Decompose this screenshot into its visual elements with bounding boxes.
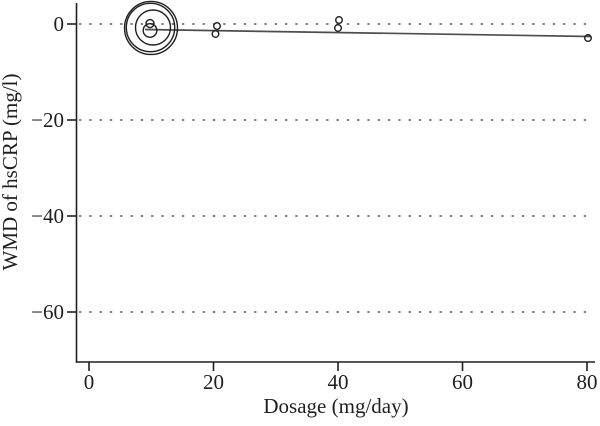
y-tick-label--40: −40 bbox=[31, 204, 64, 228]
study-bubble-3 bbox=[134, 9, 172, 46]
y-tick-label--20: −20 bbox=[31, 108, 64, 132]
study-bubble-10 bbox=[583, 34, 592, 43]
study-bubble-2 bbox=[125, 2, 176, 53]
study-bubble-4 bbox=[142, 22, 158, 38]
gridlines-group bbox=[79, 23, 594, 313]
study-bubble-1 bbox=[123, 0, 179, 56]
series-group bbox=[123, 0, 592, 56]
regression-line bbox=[145, 28, 591, 38]
x-tick-label-0: 0 bbox=[84, 370, 95, 394]
x-tick-label-60: 60 bbox=[452, 370, 473, 394]
x-tick-label-40: 40 bbox=[328, 370, 349, 394]
study-bubble-6 bbox=[212, 22, 221, 31]
x-axis-title: Dosage (mg/day) bbox=[263, 394, 408, 418]
y-tick-label-0: 0 bbox=[54, 12, 65, 36]
study-bubble-7 bbox=[211, 29, 220, 38]
x-tick-label-20: 20 bbox=[203, 370, 224, 394]
ticks-group: 0 −20 −40 −60 0 20 40 60 80 bbox=[31, 12, 597, 394]
study-bubble-8 bbox=[334, 16, 343, 25]
x-tick-label-80: 80 bbox=[577, 370, 598, 394]
study-bubble-9 bbox=[334, 23, 343, 32]
study-bubble-5 bbox=[145, 18, 155, 29]
y-tick-label--60: −60 bbox=[31, 300, 64, 324]
axes-group bbox=[75, 3, 595, 363]
y-axis-title: WMD of hsCRP (mg/l) bbox=[0, 74, 22, 271]
